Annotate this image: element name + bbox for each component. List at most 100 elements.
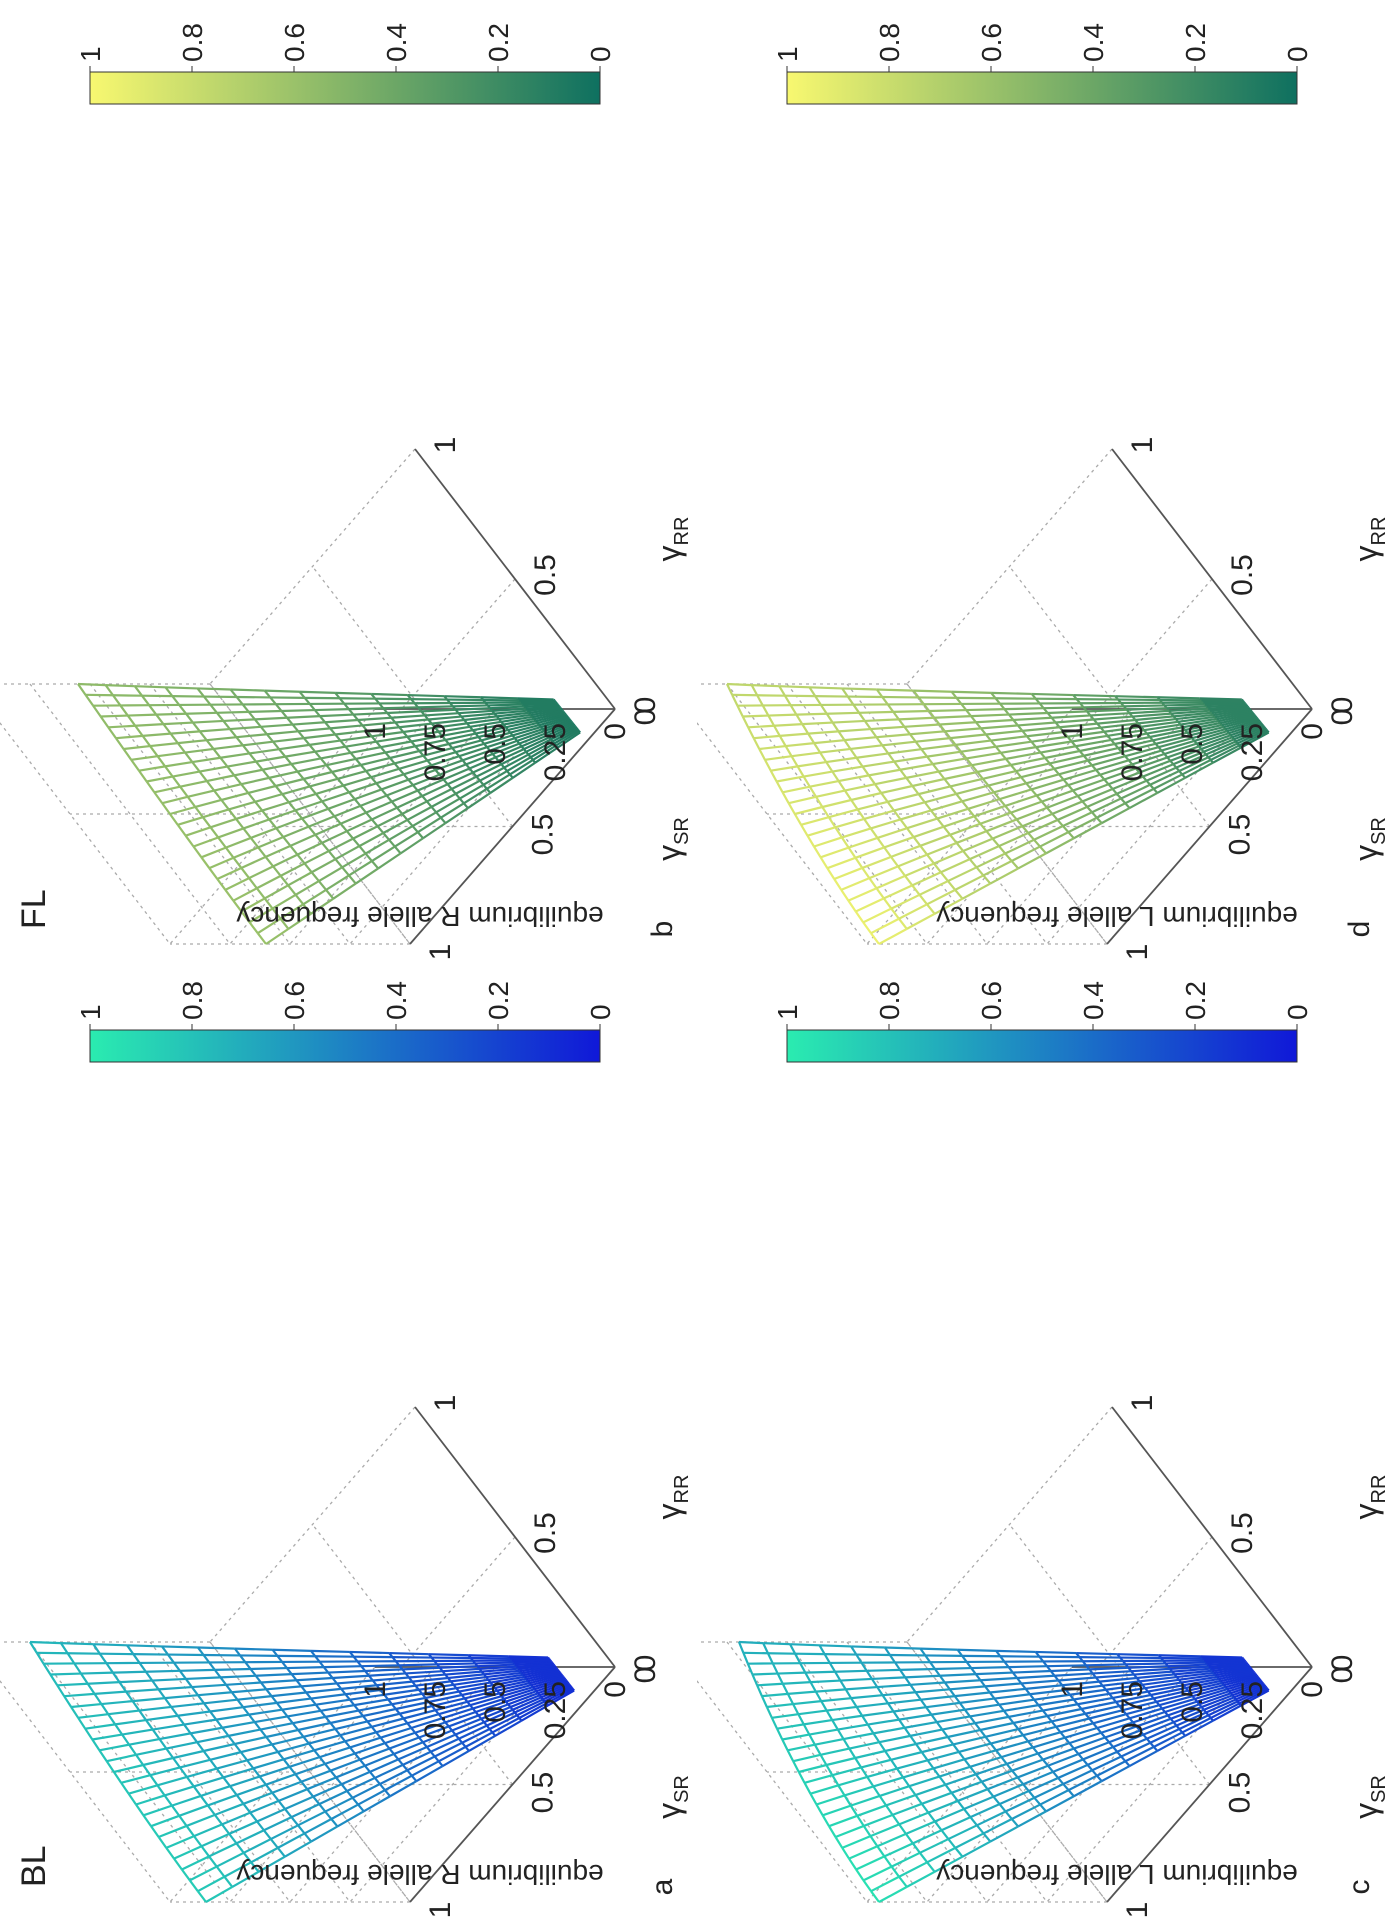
mesh-line <box>108 1709 140 1716</box>
axis-line <box>409 1666 616 1903</box>
mesh-line <box>35 1652 45 1665</box>
mesh-line <box>458 1724 488 1740</box>
mesh-line <box>967 798 1000 810</box>
mesh-line <box>179 1668 215 1672</box>
mesh-line <box>1039 1803 1047 1813</box>
mesh-line <box>332 1674 369 1680</box>
mesh-line <box>1081 788 1114 803</box>
mesh-line <box>905 777 914 787</box>
mesh-line <box>334 804 361 818</box>
mesh-line <box>381 778 409 791</box>
mesh-line <box>319 1710 327 1718</box>
mesh-line <box>171 775 182 788</box>
mesh-line <box>1156 1692 1191 1703</box>
mesh-line <box>301 1682 337 1688</box>
y-axis-label: γRR <box>1348 1475 1390 1520</box>
mesh-line <box>1210 1664 1249 1670</box>
mesh-line <box>529 708 562 714</box>
mesh-line <box>890 1751 923 1761</box>
mesh-line <box>1068 1774 1098 1792</box>
mesh-line <box>171 1702 205 1709</box>
mesh-line <box>775 780 784 793</box>
mesh-line <box>219 757 229 768</box>
mesh-line <box>164 765 174 778</box>
mesh-line <box>279 875 289 887</box>
mesh-line <box>197 1646 205 1656</box>
colorbar-tick-label: 1 <box>75 1004 106 1020</box>
mesh-line <box>340 1783 348 1792</box>
mesh-line <box>832 719 865 724</box>
mesh-line <box>215 1767 225 1779</box>
mesh-line <box>489 776 514 794</box>
mesh-line <box>1062 811 1093 828</box>
mesh-line <box>1110 732 1148 741</box>
mesh-line <box>794 1653 802 1664</box>
mesh-line <box>826 1705 857 1712</box>
mesh-line <box>1006 1752 1039 1765</box>
mesh-line <box>85 1723 116 1730</box>
mesh-line <box>287 1709 321 1718</box>
mesh-line <box>910 1728 943 1737</box>
mesh-line <box>360 794 388 807</box>
mesh-line <box>1181 1717 1212 1734</box>
y-tick-label: 1 <box>1126 437 1159 454</box>
mesh-line <box>145 1714 178 1722</box>
mesh-line <box>1171 709 1211 715</box>
mesh-line <box>886 801 895 812</box>
mesh-line <box>837 1784 846 1797</box>
mesh-line <box>1057 1763 1089 1779</box>
mesh-line <box>264 856 274 868</box>
mesh-line <box>439 1665 478 1669</box>
mesh-line <box>401 800 428 815</box>
mesh-line <box>327 850 337 860</box>
mesh-line <box>847 900 857 913</box>
mesh-line <box>985 1682 1022 1688</box>
mesh-line <box>237 1695 272 1701</box>
mesh-line <box>128 1744 138 1756</box>
mesh-line <box>557 731 581 749</box>
mesh-line <box>256 1808 286 1823</box>
mesh-line <box>279 918 290 930</box>
mesh-line <box>1073 1747 1080 1755</box>
mesh-line <box>483 734 513 745</box>
mesh-line <box>279 903 304 920</box>
mesh-line <box>213 1669 222 1679</box>
mesh-line <box>957 1751 966 1761</box>
mesh-line <box>773 723 803 727</box>
mesh-line <box>352 837 361 847</box>
surface-chart-svg: 00.250.50.75100.5100.51γSRγRRequilibrium… <box>697 981 1390 1917</box>
mesh-line <box>257 917 282 935</box>
mesh-line <box>934 715 972 719</box>
mesh-line <box>833 878 843 891</box>
mesh-line <box>832 1714 863 1722</box>
mesh-line <box>986 818 1018 833</box>
mesh-line <box>286 715 320 719</box>
colorbar-tick-label: 0 <box>585 46 616 62</box>
mesh-line <box>274 785 284 795</box>
mesh-line <box>939 721 977 726</box>
mesh-line <box>289 845 299 856</box>
mesh-line <box>826 756 857 764</box>
mesh-line <box>64 1692 95 1698</box>
mesh-line <box>263 897 274 910</box>
mesh-line <box>469 1695 502 1707</box>
mesh-line <box>759 744 786 751</box>
mesh-line <box>1230 1681 1263 1695</box>
x-tick-label: 1 <box>424 1902 457 1917</box>
mesh-line <box>288 792 317 804</box>
mesh-line <box>376 1680 413 1687</box>
grid-line-floor <box>1008 566 1211 827</box>
mesh-line <box>472 759 499 774</box>
mesh-line <box>448 735 479 746</box>
mesh-line <box>324 1752 356 1765</box>
mesh-line <box>303 1728 336 1738</box>
mesh-line <box>871 1676 906 1681</box>
mesh-line <box>1200 1655 1243 1659</box>
mesh-line <box>216 866 242 880</box>
mesh-line <box>1016 1776 1025 1785</box>
mesh-line <box>796 765 805 778</box>
z-tick-label: 0.25 <box>1236 1681 1269 1739</box>
mesh-line <box>999 1698 1035 1706</box>
mesh-line <box>389 1651 429 1656</box>
mesh-line <box>1128 749 1162 762</box>
